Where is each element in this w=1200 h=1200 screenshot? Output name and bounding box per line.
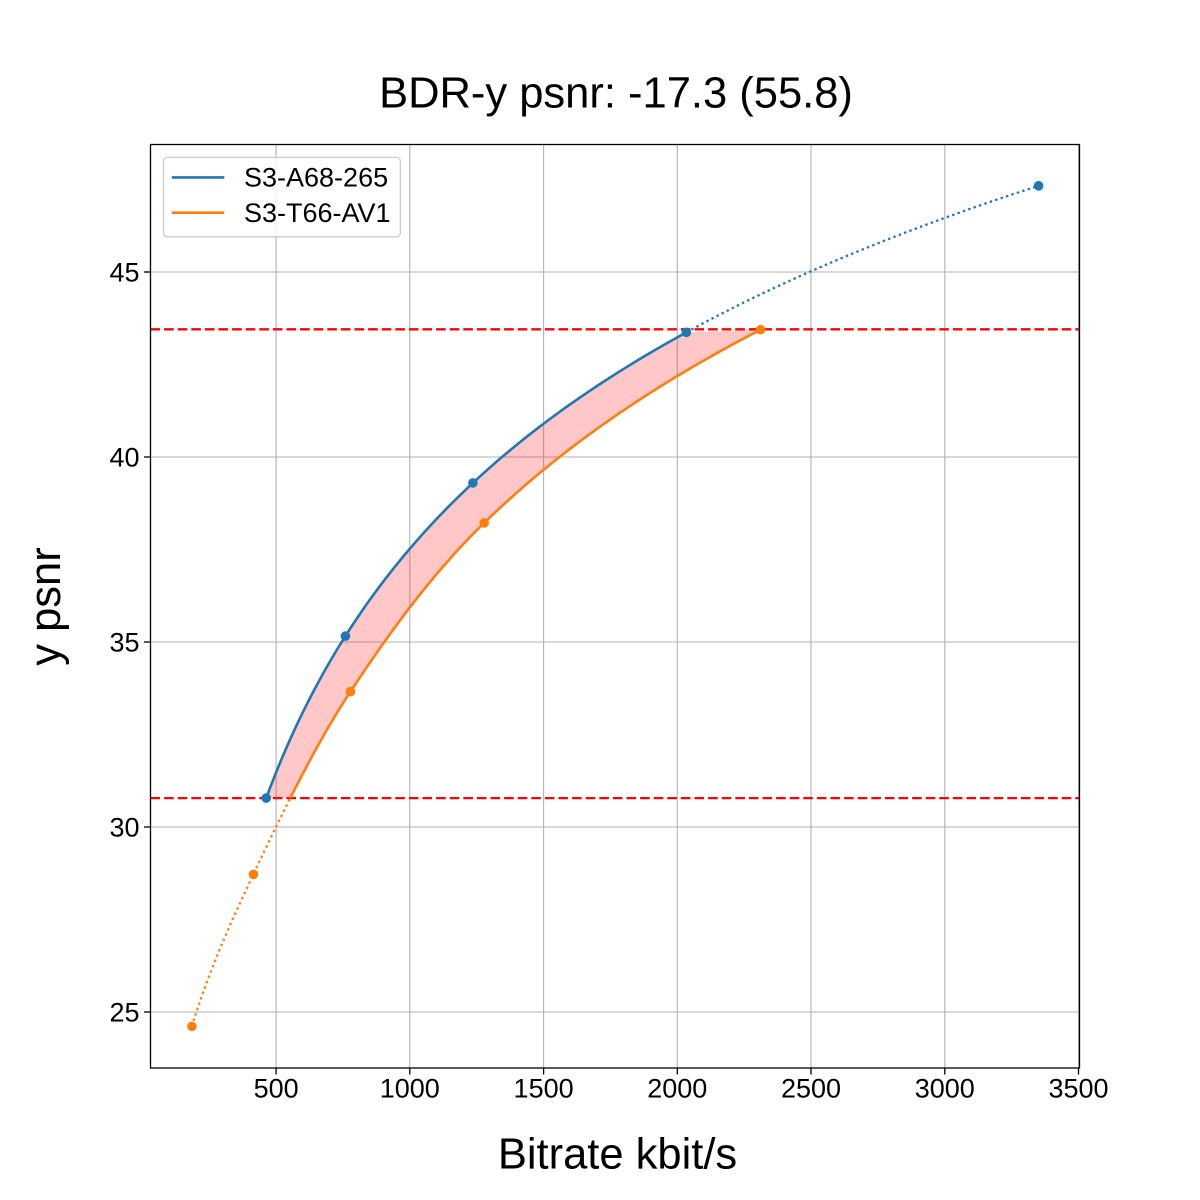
svg-text:Bitrate kbit/s: Bitrate kbit/s — [498, 1130, 737, 1178]
svg-text:1500: 1500 — [514, 1073, 574, 1103]
svg-text:3000: 3000 — [915, 1073, 975, 1103]
svg-text:S3-T66-AV1: S3-T66-AV1 — [244, 198, 391, 228]
svg-text:30: 30 — [109, 812, 139, 842]
svg-text:1000: 1000 — [380, 1073, 440, 1103]
svg-text:2500: 2500 — [781, 1073, 841, 1103]
svg-text:3500: 3500 — [1048, 1073, 1108, 1103]
svg-text:2000: 2000 — [647, 1073, 707, 1103]
svg-text:S3-A68-265: S3-A68-265 — [244, 163, 388, 193]
svg-text:500: 500 — [254, 1073, 299, 1103]
svg-text:25: 25 — [109, 997, 139, 1027]
svg-text:BDR-y psnr: -17.3 (55.8): BDR-y psnr: -17.3 (55.8) — [379, 70, 853, 118]
svg-text:45: 45 — [109, 257, 139, 287]
svg-text:y psnr: y psnr — [22, 547, 70, 665]
svg-text:40: 40 — [109, 442, 139, 472]
svg-text:35: 35 — [109, 627, 139, 657]
